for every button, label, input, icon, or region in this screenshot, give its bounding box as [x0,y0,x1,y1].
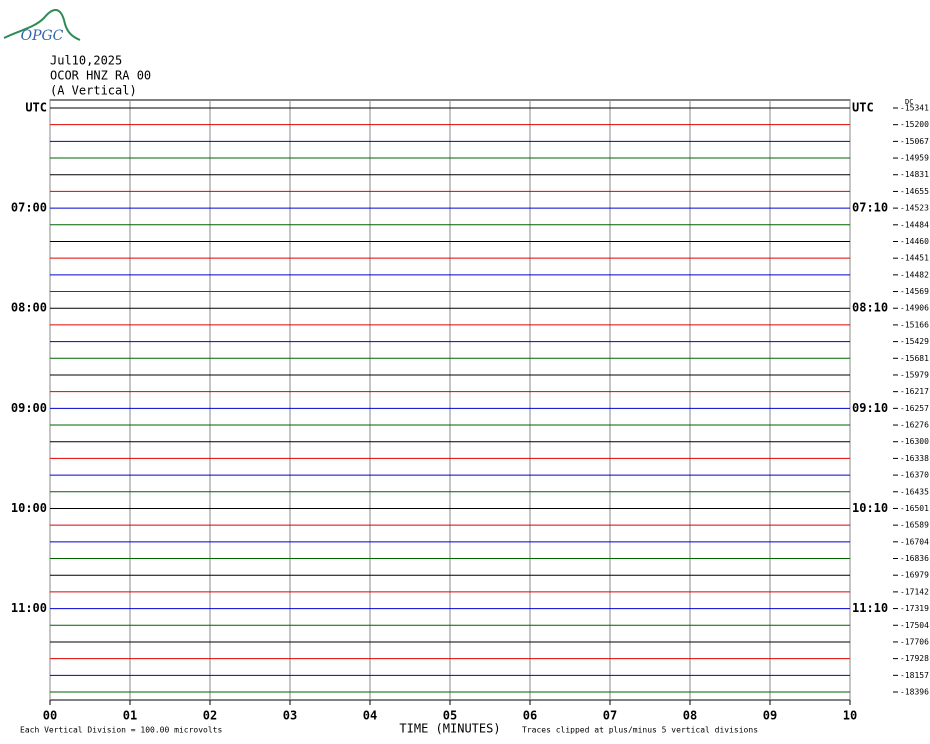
offset-label: -17504 [900,621,929,630]
right-time-label: 09:10 [852,401,888,415]
offset-label: -17319 [900,604,929,613]
right-time-label: 08:10 [852,301,888,315]
offset-label: -16370 [900,471,929,480]
offset-label: -14959 [900,154,929,163]
component: (A Vertical) [50,84,137,98]
offset-label: -16501 [900,504,929,513]
offset-label: -14831 [900,170,929,179]
date: Jul10,2025 [50,54,122,68]
x-tick-label: 08 [683,709,697,723]
dc-label: DC [905,98,913,106]
left-time-label: 11:00 [11,601,47,615]
offset-label: -14451 [900,254,929,263]
offset-label: -14482 [900,270,929,279]
offset-label: -16338 [900,454,929,463]
offset-label: -16276 [900,421,929,430]
offset-label: -14460 [900,237,929,246]
footer-right: Traces clipped at plus/minus 5 vertical … [522,726,758,735]
logo-mark [3,9,81,41]
right-time-label: UTC [852,101,874,115]
offset-label: -18157 [900,671,929,680]
right-time-label: 10:10 [852,501,888,515]
left-time-label: 07:00 [11,201,47,215]
offset-label: -15429 [900,337,929,346]
offset-label: -14569 [900,287,929,296]
offset-label: -14484 [900,220,929,229]
offset-label: -14523 [900,204,929,213]
logo: OPGC [21,28,64,44]
offset-label: -15979 [900,370,929,379]
x-tick-label: 02 [203,709,217,723]
left-time-label: 10:00 [11,501,47,515]
x-tick-label: 03 [283,709,297,723]
offset-label: -15067 [900,137,929,146]
offset-label: -16836 [900,554,929,563]
offset-label: -14906 [900,304,929,313]
offset-label: -15166 [900,320,929,329]
x-axis-label: TIME (MINUTES) [399,722,500,736]
footer-left: Each Vertical Division = 100.00 microvol… [20,726,222,735]
offset-label: -17706 [900,637,929,646]
offset-label: -15681 [900,354,929,363]
offset-label: -16979 [900,571,929,580]
right-time-label: 11:10 [852,601,888,615]
left-time-label: 08:00 [11,301,47,315]
offset-label: -16704 [900,537,929,546]
offset-label: -17142 [900,587,929,596]
x-tick-label: 00 [43,709,57,723]
x-tick-label: 09 [763,709,777,723]
offset-label: -16257 [900,404,929,413]
right-time-label: 07:10 [852,201,888,215]
x-tick-label: 06 [523,709,537,723]
offset-label: -18396 [900,688,929,697]
x-tick-label: 01 [123,709,137,723]
offset-label: -17928 [900,654,929,663]
offset-label: -16300 [900,437,929,446]
x-tick-label: 05 [443,709,457,723]
offset-label: -14655 [900,187,929,196]
x-tick-label: 04 [363,709,377,723]
offset-label: -15341 [900,104,929,113]
station: OCOR HNZ RA 00 [50,69,151,83]
offset-label: -16217 [900,387,929,396]
x-tick-label: 07 [603,709,617,723]
left-time-label: 09:00 [11,401,47,415]
offset-label: -16435 [900,487,929,496]
left-time-label: UTC [25,101,47,115]
x-tick-label: 10 [843,709,857,723]
offset-label: -15200 [900,120,929,129]
offset-label: -16589 [900,521,929,530]
